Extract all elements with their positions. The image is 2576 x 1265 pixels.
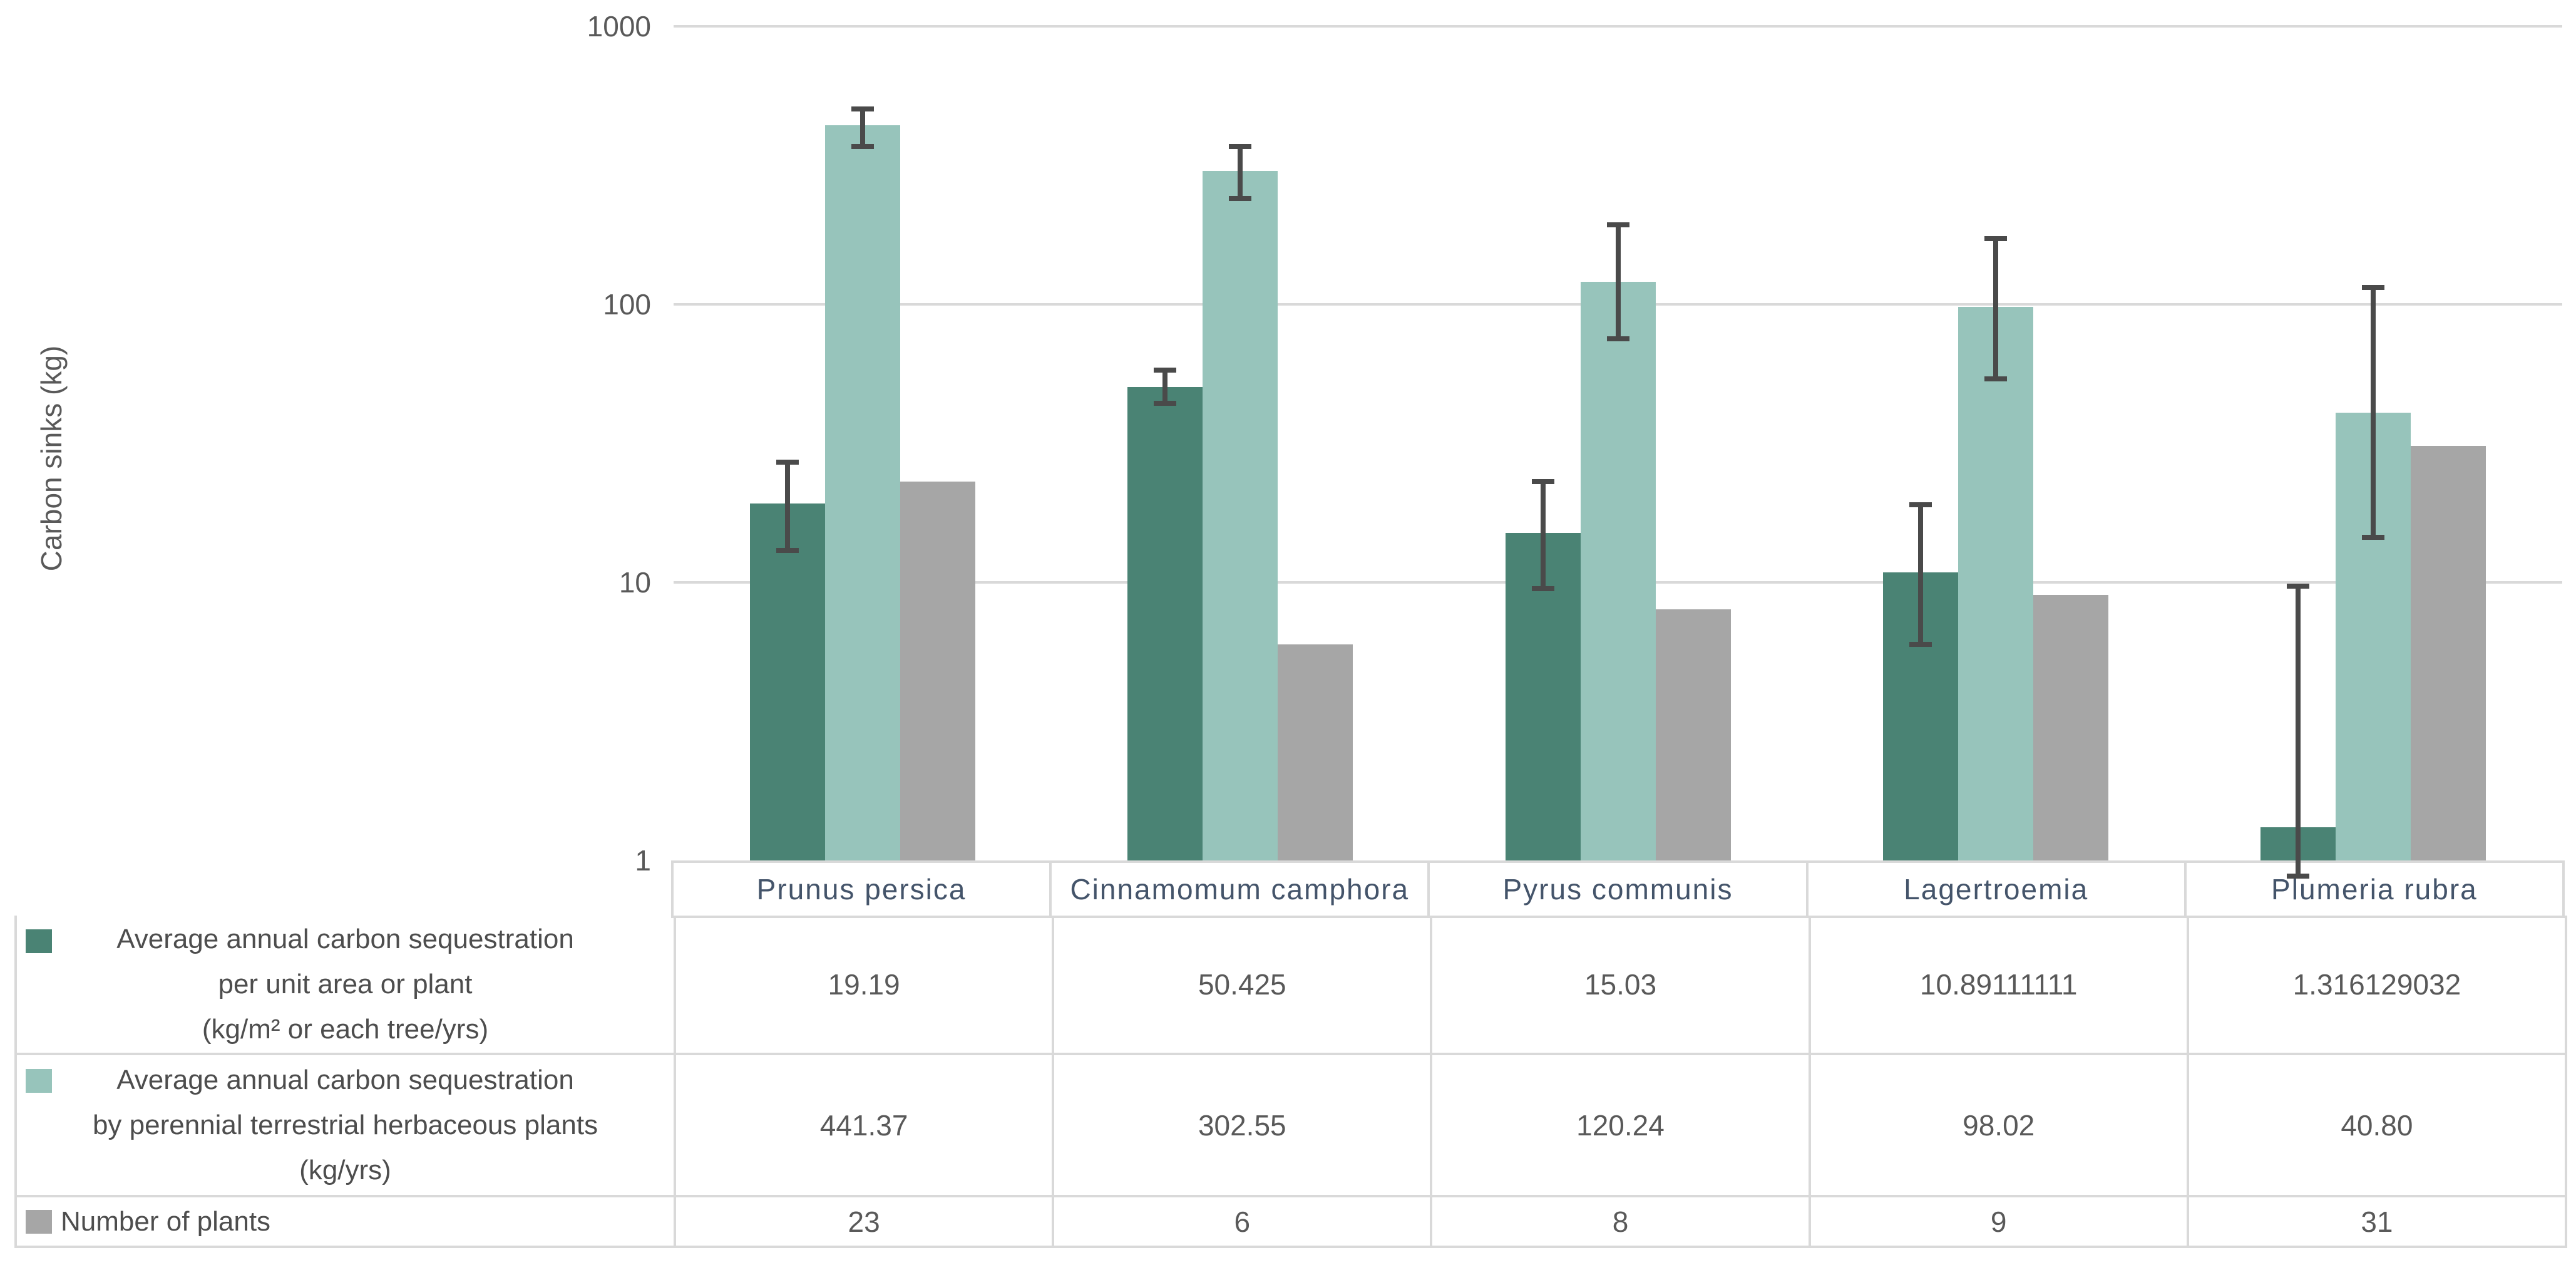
bar-series3-prunus-persica bbox=[900, 482, 975, 860]
error-bar-cap bbox=[2362, 535, 2385, 540]
category-header-pyrus-communis: Pyrus communis bbox=[1430, 863, 1809, 918]
error-bar bbox=[2371, 287, 2376, 538]
legend-text-line: per unit area or plant bbox=[218, 968, 473, 999]
error-bar-cap bbox=[1984, 236, 2007, 242]
error-bar-cap bbox=[1531, 586, 1554, 591]
value-cinnamomum-camphora-row3: 6 bbox=[1054, 1197, 1433, 1248]
error-bar-cap bbox=[1909, 641, 1932, 647]
y-tick-label: 1 bbox=[635, 844, 651, 877]
error-bar bbox=[1993, 239, 1998, 379]
category-header-row: Prunus persica Cinnamomum camphora Pyrus c… bbox=[671, 860, 2565, 918]
bar-series3-cinnamomum-camphora bbox=[1278, 644, 1353, 860]
value-pyrus-communis-row1: 15.03 bbox=[1432, 916, 1811, 1055]
value-lagertroemia-row2: 98.02 bbox=[1810, 1055, 2189, 1197]
value-pyrus-communis-row2: 120.24 bbox=[1432, 1055, 1811, 1197]
error-bar bbox=[2296, 586, 2301, 876]
value-cinnamomum-camphora-row2: 302.55 bbox=[1054, 1055, 1433, 1197]
y-tick-label: 100 bbox=[603, 288, 651, 321]
value-plumeria-rubra-row2: 40.80 bbox=[2189, 1055, 2567, 1197]
error-bar bbox=[1162, 370, 1168, 404]
value-pyrus-communis-row3: 8 bbox=[1432, 1197, 1811, 1248]
y-axis-title: Carbon sinks (kg) bbox=[35, 345, 68, 572]
gridline-1000 bbox=[674, 25, 2562, 28]
error-bar-cap bbox=[851, 143, 874, 149]
bar-series3-plumeria-rubra bbox=[2411, 445, 2486, 860]
value-prunus-persica-row2: 441.37 bbox=[676, 1055, 1055, 1197]
value-lagertroemia-row3: 9 bbox=[1810, 1197, 2189, 1248]
error-bar bbox=[1540, 482, 1546, 589]
legend-swatch-series1 bbox=[26, 929, 52, 953]
value-plumeria-rubra-row1: 1.316129032 bbox=[2189, 916, 2567, 1055]
error-bar-cap bbox=[1606, 222, 1629, 228]
y-tick-label: 1000 bbox=[587, 10, 651, 43]
error-bar-cap bbox=[2287, 873, 2310, 879]
legend-swatch-series2 bbox=[26, 1069, 52, 1093]
bar-series1-cinnamomum-camphora bbox=[1127, 387, 1203, 860]
error-bar bbox=[1917, 505, 1923, 644]
error-bar-cap bbox=[1984, 376, 2007, 381]
error-bar-cap bbox=[1154, 401, 1177, 406]
bar-series2-cinnamomum-camphora bbox=[1203, 170, 1278, 860]
error-bar-cap bbox=[2287, 583, 2310, 589]
bar-series2-pyrus-communis bbox=[1580, 282, 1656, 860]
value-lagertroemia-row1: 10.89111111 bbox=[1810, 916, 2189, 1055]
bar-series3-pyrus-communis bbox=[1655, 609, 1731, 860]
bar-series3-lagertroemia bbox=[2033, 595, 2108, 860]
category-header-lagertroemia: Lagertroemia bbox=[1808, 863, 2187, 918]
bar-series2-lagertroemia bbox=[1958, 306, 2033, 860]
error-bar-cap bbox=[1154, 368, 1177, 373]
bar-series2-prunus-persica bbox=[824, 125, 900, 860]
category-header-cinnamomum-camphora: Cinnamomum camphora bbox=[1052, 863, 1430, 918]
value-cinnamomum-camphora-row1: 50.425 bbox=[1054, 916, 1433, 1055]
legend-text-line: Number of plants bbox=[61, 1206, 271, 1237]
legend-row-2: Average annual carbon sequestration by pe… bbox=[17, 1055, 676, 1197]
legend-row-3: Number of plants bbox=[17, 1197, 676, 1248]
data-table: Average annual carbon sequestration per u… bbox=[14, 916, 2567, 1248]
error-bar bbox=[860, 108, 865, 147]
legend-text-line: (kg/m² or each tree/yrs) bbox=[202, 1013, 489, 1045]
legend-text-line: (kg/yrs) bbox=[299, 1154, 391, 1185]
value-prunus-persica-row3: 23 bbox=[676, 1197, 1055, 1248]
error-bar bbox=[784, 462, 790, 551]
error-bar-cap bbox=[776, 460, 799, 465]
error-bar-cap bbox=[1909, 502, 1932, 508]
error-bar-cap bbox=[1531, 479, 1554, 485]
legend-text-line: Average annual carbon sequestration bbox=[116, 1064, 574, 1095]
value-prunus-persica-row1: 19.19 bbox=[676, 916, 1055, 1055]
y-tick-label: 10 bbox=[618, 566, 651, 599]
error-bar-cap bbox=[1229, 143, 1252, 149]
category-header-prunus-persica: Prunus persica bbox=[674, 863, 1052, 918]
error-bar-cap bbox=[2362, 285, 2385, 291]
error-bar-cap bbox=[851, 106, 874, 111]
legend-row-1: Average annual carbon sequestration per u… bbox=[17, 916, 676, 1055]
error-bar bbox=[1238, 146, 1243, 199]
legend-text-line: Average annual carbon sequestration bbox=[116, 923, 574, 954]
error-bar bbox=[1615, 225, 1621, 339]
error-bar-cap bbox=[776, 548, 799, 554]
legend-text-line: by perennial terrestrial herbaceous plan… bbox=[92, 1109, 598, 1140]
bar-series1-prunus-persica bbox=[749, 503, 825, 860]
error-bar-cap bbox=[1606, 336, 1629, 342]
error-bar-cap bbox=[1229, 196, 1252, 202]
category-header-plumeria-rubra: Plumeria rubra bbox=[2186, 863, 2565, 918]
legend-swatch-series3 bbox=[26, 1209, 52, 1234]
value-plumeria-rubra-row3: 31 bbox=[2189, 1197, 2567, 1248]
